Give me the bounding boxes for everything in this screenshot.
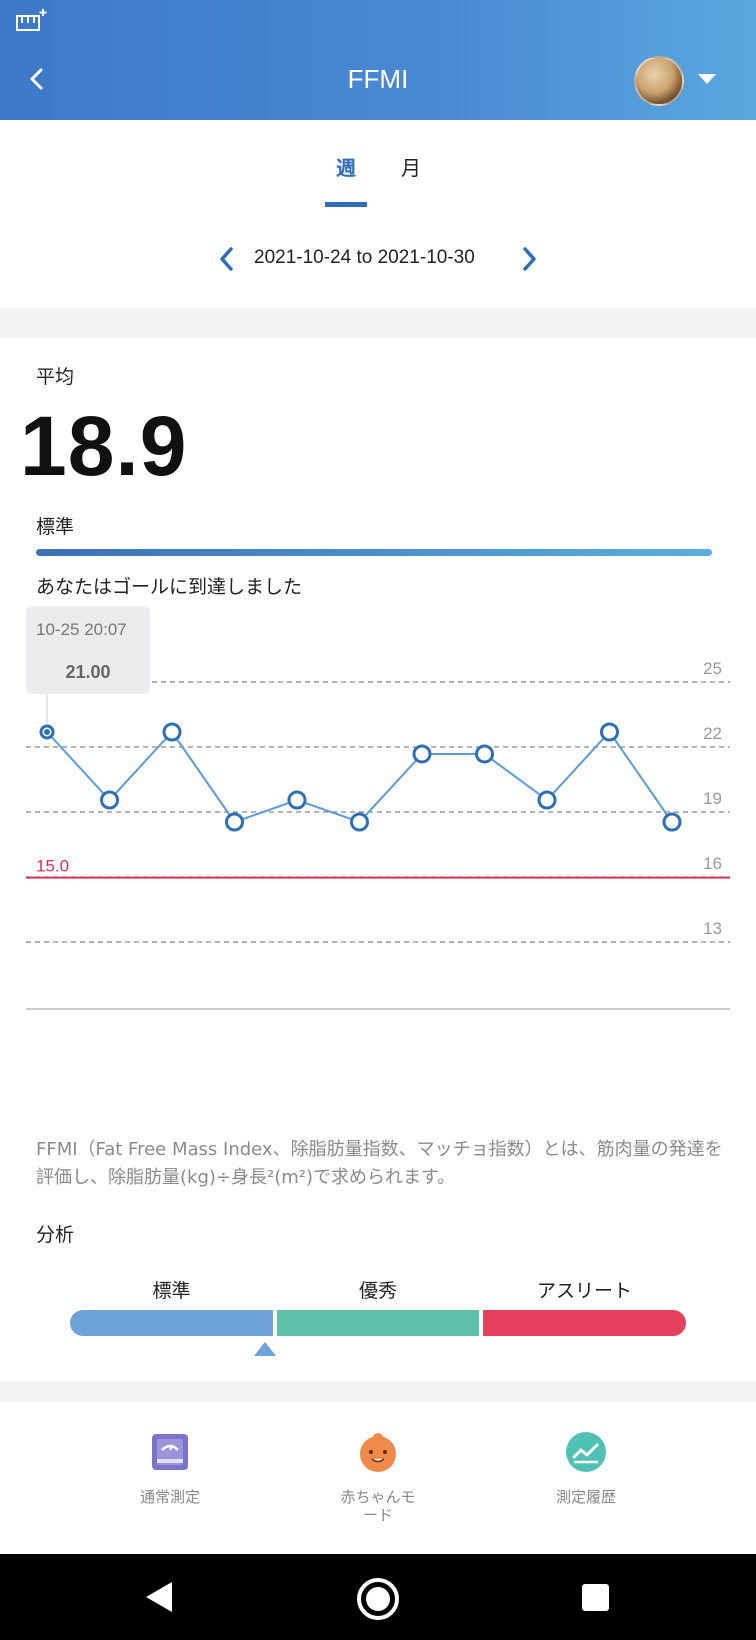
data-point[interactable] xyxy=(600,722,619,742)
date-range: 2021-10-24 to 2021-10-30 xyxy=(254,247,475,268)
ffmi-line-chart[interactable]: 25 22 19 16 13 15.0 xyxy=(0,606,756,1406)
app-header: FFMI xyxy=(0,0,756,120)
system-back-icon[interactable] xyxy=(144,1580,176,1614)
trend-chart-icon xyxy=(566,1432,606,1472)
ffmi-description: FFMI（Fat Free Mass Index、除脂肪量指数、マッチョ指数）と… xyxy=(36,1139,723,1188)
chart-tooltip: 10-25 20:07 21.00 xyxy=(26,606,150,694)
tooltip-datetime: 10-25 20:07 xyxy=(36,620,127,639)
segment-label-standard: 標準 xyxy=(152,1280,191,1302)
nav-normal-label: 通常測定 xyxy=(139,1488,200,1506)
tab-indicator xyxy=(325,202,367,207)
tab-month[interactable]: 月 xyxy=(401,156,421,180)
segment-label-excellent: 優秀 xyxy=(358,1280,397,1302)
data-point[interactable] xyxy=(537,790,557,810)
data-point[interactable] xyxy=(162,722,182,742)
tab-week[interactable]: 週 xyxy=(336,156,356,180)
segment-athlete xyxy=(483,1310,686,1336)
average-value: 18.9 xyxy=(20,399,188,493)
y-tick-label: 13 xyxy=(703,919,722,938)
target-label: 15.0 xyxy=(36,857,69,876)
y-tick-label: 19 xyxy=(703,789,722,808)
bottom-nav: 通常測定 赤ちゃんモ ード 測定履歴 xyxy=(0,1402,756,1554)
period-panel: 週 月 2021-10-24 to 2021-10-30 xyxy=(0,120,756,308)
y-tick-label: 16 xyxy=(703,854,722,873)
page-title: FFMI xyxy=(347,64,409,94)
nav-history-label: 測定履歴 xyxy=(555,1488,616,1506)
nav-baby-mode[interactable]: 赤ちゃんモ ード xyxy=(298,1430,458,1524)
selected-point-dot xyxy=(44,729,50,735)
system-recents-icon[interactable] xyxy=(582,1584,609,1611)
tooltip-value: 21.00 xyxy=(65,662,111,682)
current-level-marker xyxy=(254,1342,276,1356)
app-logo-icon xyxy=(16,9,47,31)
data-point[interactable] xyxy=(475,744,494,764)
data-point[interactable] xyxy=(100,790,119,810)
nav-normal-measure[interactable]: 通常測定 xyxy=(90,1430,250,1506)
segment-excellent xyxy=(277,1310,479,1336)
goal-message: あなたはゴールに到達しました xyxy=(36,576,303,598)
chevron-left-icon[interactable] xyxy=(214,244,240,274)
system-home-icon[interactable] xyxy=(357,1578,399,1620)
nav-baby-label-line2: ード xyxy=(362,1506,393,1524)
y-tick-label: 22 xyxy=(703,724,722,743)
standard-label: 標準 xyxy=(36,516,75,538)
y-tick-label: 25 xyxy=(703,659,722,678)
chevron-right-icon[interactable] xyxy=(516,244,542,274)
data-point[interactable] xyxy=(350,812,369,832)
android-nav-bar xyxy=(0,1554,756,1640)
ffmi-card: 平均 18.9 標準 あなたはゴールに到達しました 25 22 19 16 13 15.0… xyxy=(0,338,756,1381)
data-point[interactable] xyxy=(287,790,307,810)
back-arrow-icon[interactable] xyxy=(20,62,54,96)
chevron-down-icon[interactable] xyxy=(696,72,718,86)
avatar[interactable] xyxy=(634,56,684,106)
data-point[interactable] xyxy=(412,744,432,764)
baby-face-icon xyxy=(360,1433,396,1472)
nav-history[interactable]: 測定履歴 xyxy=(506,1430,666,1506)
segment-standard xyxy=(70,1310,273,1336)
data-point[interactable] xyxy=(662,812,682,832)
analysis-label: 分析 xyxy=(36,1224,75,1246)
nav-baby-label-line1: 赤ちゃんモ xyxy=(340,1488,416,1506)
average-label: 平均 xyxy=(36,366,75,388)
scale-icon xyxy=(152,1434,188,1470)
nav-baby-label: 赤ちゃんモ ード xyxy=(298,1488,458,1524)
segment-label-athlete: アスリート xyxy=(536,1280,632,1302)
data-point[interactable] xyxy=(225,812,244,832)
standard-bar xyxy=(36,549,712,556)
series-line xyxy=(46,730,673,824)
